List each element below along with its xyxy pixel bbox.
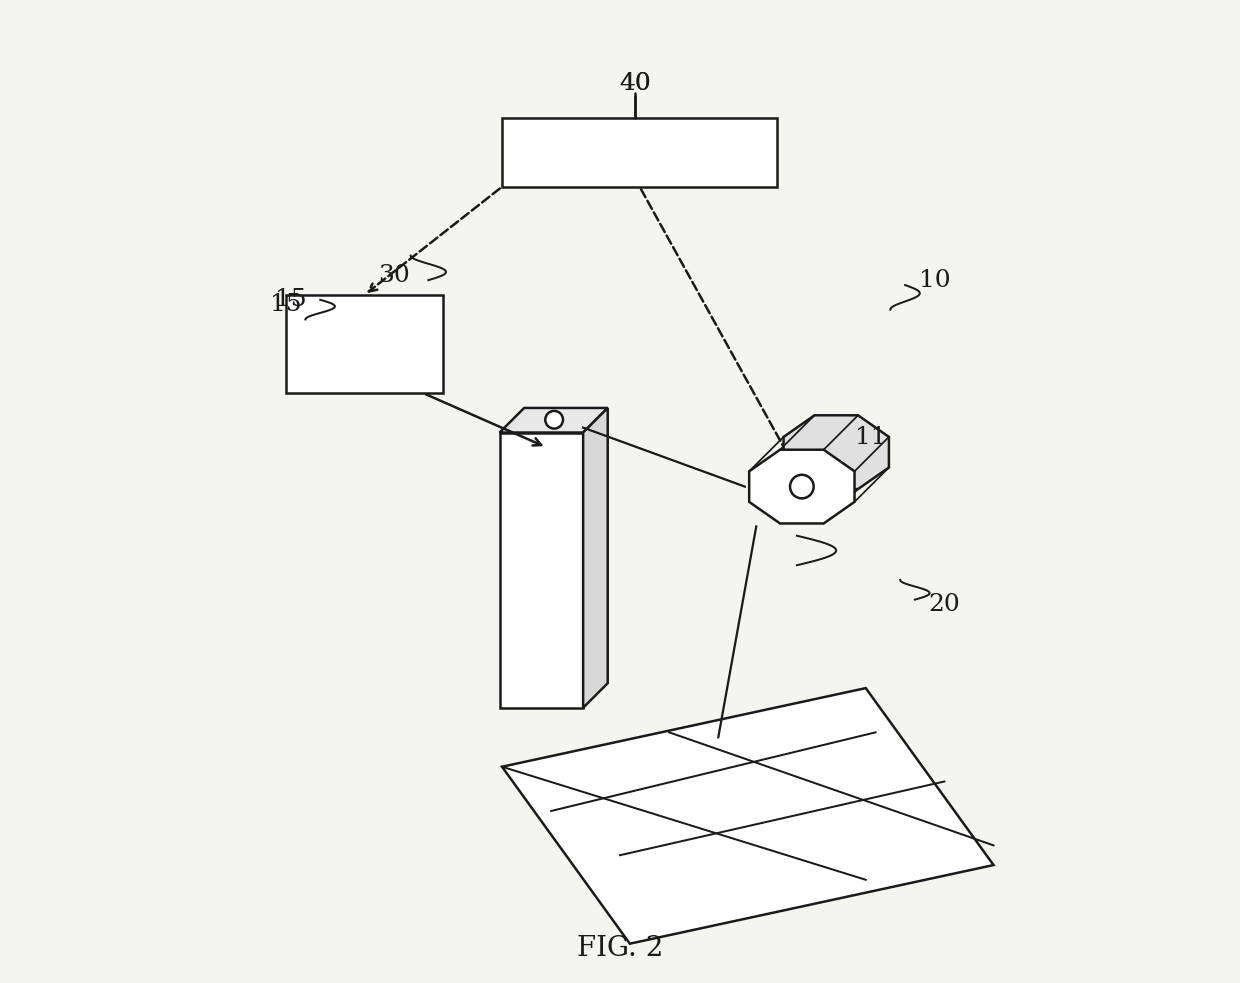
Text: 15: 15 bbox=[275, 288, 306, 312]
Text: 20: 20 bbox=[929, 593, 960, 616]
Text: FIG. 2: FIG. 2 bbox=[577, 935, 663, 962]
Polygon shape bbox=[784, 415, 889, 490]
Circle shape bbox=[790, 475, 813, 498]
Polygon shape bbox=[500, 408, 608, 433]
Polygon shape bbox=[583, 408, 608, 708]
Polygon shape bbox=[502, 688, 993, 944]
Bar bbox=[500, 433, 583, 708]
Text: 11: 11 bbox=[854, 426, 887, 449]
Text: 10: 10 bbox=[919, 268, 950, 292]
Text: 40: 40 bbox=[619, 72, 651, 95]
Bar bbox=[502, 118, 777, 187]
Text: 15: 15 bbox=[270, 293, 301, 317]
Bar bbox=[285, 295, 443, 393]
Text: 40: 40 bbox=[619, 72, 651, 95]
Circle shape bbox=[546, 411, 563, 429]
Text: 30: 30 bbox=[378, 263, 409, 287]
Polygon shape bbox=[749, 449, 854, 524]
